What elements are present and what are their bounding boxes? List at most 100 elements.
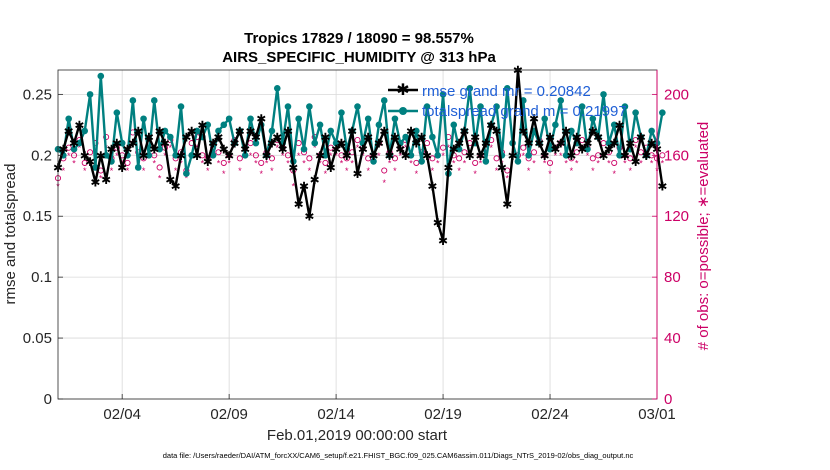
spread-point (113, 109, 121, 116)
obs-evaluated-point: * (345, 166, 349, 176)
spread-point (659, 109, 666, 116)
rmse-point: ✱ (213, 131, 223, 145)
spread-point (295, 115, 302, 123)
spread-point (306, 103, 313, 110)
obs-possible-point (306, 155, 313, 162)
spread-point (578, 103, 586, 110)
rmse-point: ✱ (139, 149, 149, 163)
rmse-point: ✱ (481, 137, 491, 151)
obs-evaluated-point: * (388, 158, 392, 168)
x-tick-label: 02/04 (103, 406, 141, 423)
spread-point (610, 121, 618, 129)
spread-point (648, 127, 655, 135)
obs-evaluated-point: * (259, 169, 263, 179)
rmse-point: ✱ (561, 124, 571, 138)
y-axis-right-label: # of obs: o=possible; ∗=evaluated (695, 122, 712, 351)
spread-point (418, 158, 425, 165)
spread-point (402, 133, 409, 141)
rmse-line (56, 68, 664, 242)
obs-evaluated-point: * (292, 181, 296, 191)
obs-evaluated-point: * (393, 166, 397, 176)
obs-evaluated-point: * (559, 151, 563, 161)
rmse-point: ✱ (101, 173, 111, 187)
obs-evaluated-point: * (399, 151, 403, 161)
obs-possible-point (252, 152, 259, 159)
y-left-tick-label: 0.2 (31, 147, 52, 164)
obs-possible-point (156, 164, 163, 171)
rmse-point: ✱ (609, 137, 619, 151)
obs-evaluated-point: * (612, 169, 616, 179)
spread-point (300, 145, 308, 153)
obs-evaluated-point: * (78, 143, 82, 153)
obs-evaluated-point: * (99, 174, 103, 184)
spread-point (616, 151, 623, 159)
spread-point (632, 109, 639, 116)
spread-line (57, 74, 664, 175)
y-right-tick-label: 80 (664, 269, 681, 286)
y-right-tick-label: 40 (664, 330, 681, 347)
obs-evaluated-point: * (623, 158, 627, 168)
rmse-point: ✱ (85, 155, 95, 169)
spread-point (466, 84, 474, 92)
rmse-point: ✱ (192, 149, 202, 163)
rmse-point: ✱ (326, 161, 336, 175)
spread-point (209, 151, 217, 159)
rmse-point: ✱ (395, 143, 405, 157)
rmse-point: ✱ (433, 216, 443, 230)
obs-evaluated-point: * (249, 151, 253, 161)
obs-evaluated-point: * (634, 143, 638, 153)
obs-evaluated-point: * (441, 151, 445, 161)
rmse-point: ✱ (379, 124, 389, 138)
y-axis-left-label: rmse and totalspread (2, 164, 19, 305)
spread-point (188, 151, 196, 159)
obs-possible-point (546, 159, 554, 166)
spread-point (284, 103, 292, 110)
obs-evaluated-point: * (436, 158, 440, 168)
spread-point (129, 97, 137, 104)
y-right-tick-label: 160 (664, 147, 689, 164)
spread-point (370, 158, 377, 165)
obs-evaluated-point: * (72, 158, 76, 168)
spread-point (557, 97, 565, 104)
rmse-point: ✱ (262, 149, 272, 163)
rmse-point: ✱ (641, 149, 651, 163)
rmse-point: ✱ (235, 124, 245, 138)
rmse-point: ✱ (187, 124, 197, 138)
spread-point (380, 97, 388, 104)
obs-possible-point (81, 159, 88, 166)
obs-evaluated-point: * (447, 143, 451, 153)
obs-possible-point (199, 152, 206, 159)
x-tick-label: 02/09 (210, 406, 248, 423)
spread-point (252, 139, 260, 147)
spread-point (503, 84, 511, 92)
rmse-point: ✱ (486, 118, 496, 132)
spread-point (332, 139, 340, 147)
rmse-point: ✱ (550, 143, 560, 157)
spread-point (338, 109, 345, 116)
obs-possible-point (220, 159, 227, 166)
x-tick-label: 02/14 (317, 406, 355, 423)
obs-evaluated-point: * (404, 143, 408, 153)
obs-possible-point (322, 159, 329, 166)
obs-evaluated-point: * (489, 143, 493, 153)
rmse-point: ✱ (438, 234, 448, 248)
obs-evaluated-point: * (543, 158, 547, 168)
spread-point (204, 121, 212, 129)
obs-evaluated-point: * (233, 143, 237, 153)
obs-possible-point (268, 155, 275, 162)
spread-point (316, 121, 324, 129)
spread-point (423, 103, 431, 110)
obs-evaluated-point: * (334, 151, 338, 161)
spread-point (183, 170, 190, 177)
obs-evaluated-point: * (174, 166, 178, 176)
obs-evaluated-point: * (473, 169, 477, 179)
rmse-point: ✱ (358, 143, 368, 157)
rmse-point: ✱ (411, 137, 421, 151)
legend-spread-marker (399, 107, 407, 115)
rmse-point: ✱ (534, 137, 544, 151)
rmse-point: ✱ (588, 124, 598, 138)
rmse-point: ✱ (598, 149, 608, 163)
rmse-point: ✱ (363, 131, 373, 145)
rmse-point: ✱ (406, 124, 416, 138)
chart-subtitle: AIRS_SPECIFIC_HUMIDITY @ 313 hPa (222, 49, 496, 66)
